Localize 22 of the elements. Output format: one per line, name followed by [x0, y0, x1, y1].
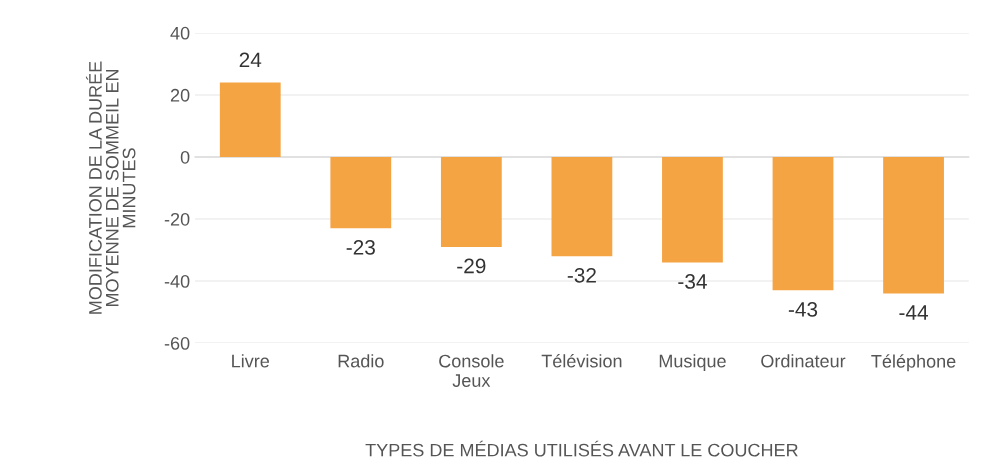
x-tick-label: Console Jeux — [439, 354, 504, 387]
data-label: -43 — [788, 302, 818, 317]
data-label: -29 — [457, 258, 486, 274]
data-label: 24 — [239, 52, 262, 68]
x-tick-label: Ordinateur — [761, 354, 846, 368]
x-tick-label: Télévision — [541, 354, 622, 368]
x-tick-label: Musique — [659, 354, 726, 372]
x-tick-label: Livre — [232, 354, 270, 368]
y-axis-title: MODIFICATION DE LA DURÉE MOYENNE DE SOMMEIL EN MINUTES — [85, 61, 136, 314]
x-axis-title: TYPES DE MÉDIAS UTILISÉS AVANT LE COUCHER — [365, 440, 798, 457]
y-tick-label: -60 — [164, 337, 190, 350]
y-tick-label: -20 — [164, 212, 190, 226]
data-label: -44 — [899, 305, 928, 320]
x-tick-label: Téléphone — [871, 354, 956, 372]
y-tick-label: 20 — [170, 88, 190, 102]
data-label: -34 — [678, 274, 707, 289]
data-label: -32 — [567, 267, 596, 283]
y-tick-label: 0 — [180, 150, 190, 164]
data-label: -23 — [346, 239, 375, 255]
y-tick-label: 40 — [170, 26, 190, 40]
x-tick-label: Radio — [338, 354, 384, 368]
y-tick-label: -40 — [164, 274, 190, 288]
